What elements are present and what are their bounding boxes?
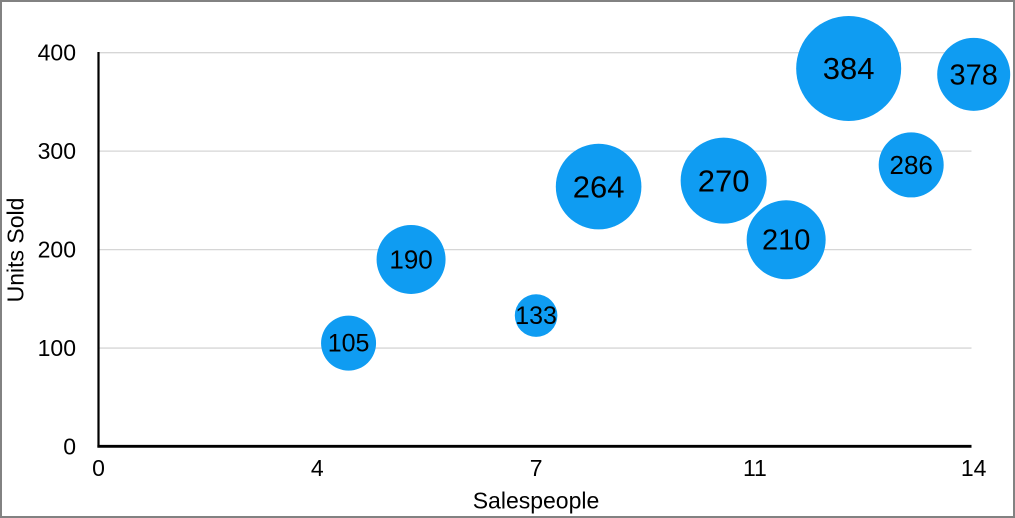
bubble-label: 190 [389,244,432,274]
y-tick-label: 300 [38,138,76,164]
bubble-label: 133 [515,302,557,330]
y-tick-label: 0 [63,434,76,460]
x-tick-label: 11 [743,455,767,481]
bubble[interactable] [321,315,377,371]
bubble[interactable] [937,37,1011,111]
bubble[interactable] [796,15,902,121]
bubble-label: 264 [573,169,625,204]
bubble[interactable] [878,132,944,198]
y-tick-label: 400 [38,40,76,66]
bubble-label: 210 [762,225,810,257]
x-tick-label: 14 [961,455,987,481]
y-tick-label: 100 [38,335,76,361]
bubble[interactable] [376,224,446,294]
bubble[interactable] [555,143,642,230]
x-tick-label: 0 [92,455,105,481]
bubble-label: 384 [823,51,875,86]
bubble-label: 105 [328,330,370,358]
bubble[interactable] [680,137,767,224]
bubble[interactable] [746,200,826,280]
x-tick-label: 4 [311,455,324,481]
x-axis-title: Salespeople [472,487,600,514]
bubble-label: 378 [950,59,998,91]
y-tick-label: 200 [38,237,76,263]
bubble-label: 286 [889,150,932,180]
x-tick-label: 7 [530,455,543,481]
bubble[interactable] [514,294,558,337]
bubble-label: 270 [698,163,750,198]
y-axis-title: Units Sold [2,197,29,303]
